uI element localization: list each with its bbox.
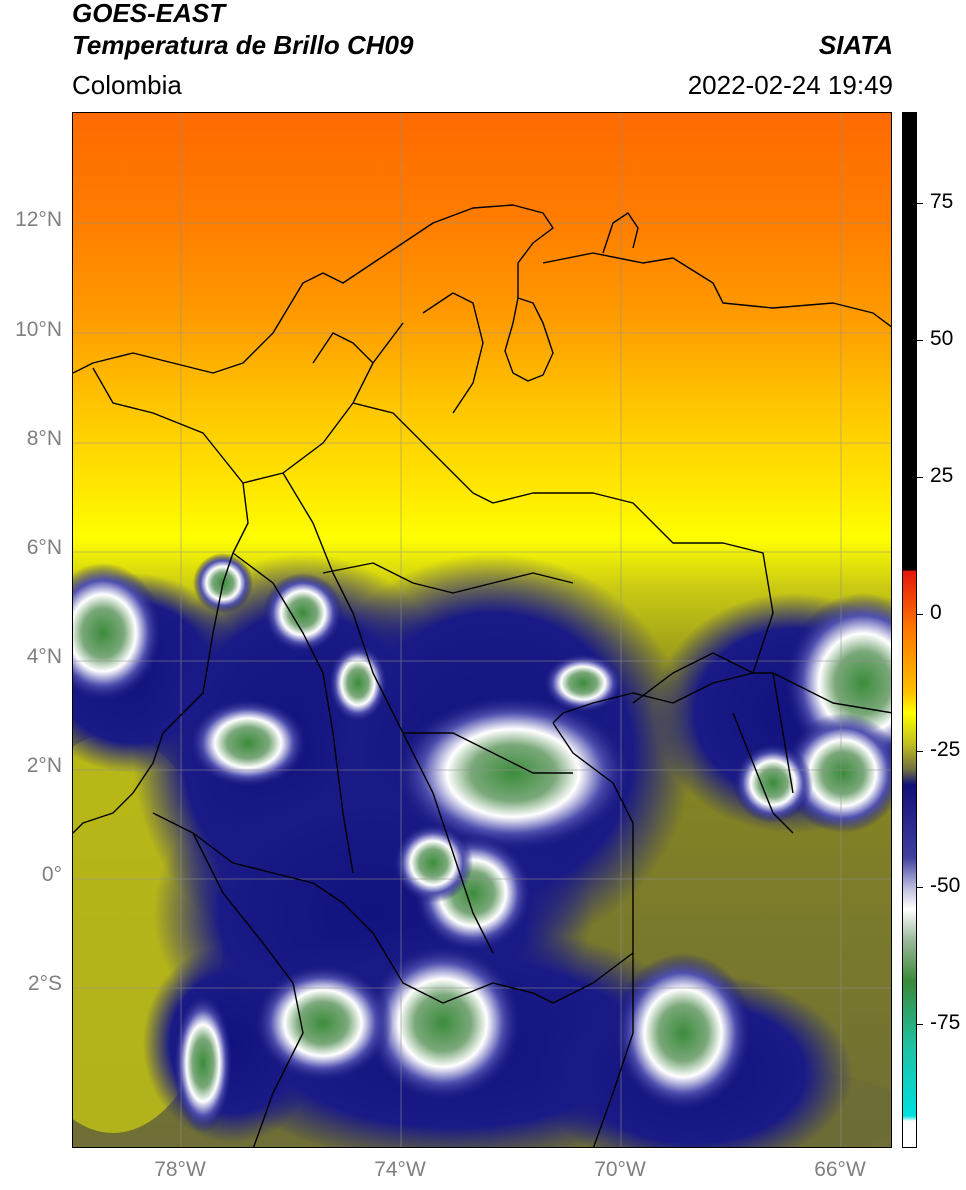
colorbar-label-50: 50	[930, 327, 954, 350]
colorbar-label-minus-75: -75	[930, 1011, 961, 1034]
colorbar-tick-mark	[917, 203, 923, 204]
lat-label-2n: 2°N	[26, 754, 62, 777]
lat-label-4n: 4°N	[26, 645, 62, 668]
product-title: Temperatura de Brillo CH09	[72, 30, 414, 60]
region-label: Colombia	[72, 70, 182, 100]
lon-label-78w: 78°W	[154, 1158, 206, 1181]
brightness-temperature-image	[73, 113, 891, 1147]
timestamp-label: 2022-02-24 19:49	[687, 70, 893, 100]
colorbar-label-25: 25	[930, 464, 954, 487]
temperature-colorbar	[902, 112, 917, 1148]
satellite-map[interactable]	[72, 112, 892, 1148]
colorbar-tick-mark	[917, 614, 923, 615]
lat-label-10n: 10°N	[15, 318, 62, 341]
lat-label-6n: 6°N	[26, 536, 62, 559]
colorbar-label-minus-50: -50	[930, 874, 961, 897]
colorbar-label-minus-25: -25	[930, 738, 961, 761]
satellite-title: GOES-EAST	[72, 0, 226, 28]
lat-label-2s: 2°S	[27, 972, 62, 995]
colorbar-tick-mark	[917, 887, 923, 888]
lat-label-12n: 12°N	[15, 208, 62, 231]
lat-label-8n: 8°N	[26, 427, 62, 450]
colorbar-label-0: 0	[930, 601, 942, 624]
colorbar-tick-mark	[917, 340, 923, 341]
lon-label-70w: 70°W	[594, 1158, 646, 1181]
colorbar-tick-mark	[917, 751, 923, 752]
lat-label-0: 0°	[41, 863, 62, 886]
brand-label: SIATA	[818, 30, 893, 60]
colorbar-tick-mark	[917, 477, 923, 478]
lon-label-74w: 74°W	[374, 1158, 426, 1181]
lon-label-66w: 66°W	[814, 1158, 866, 1181]
colorbar-tick-mark	[917, 1024, 923, 1025]
colorbar-label-75: 75	[930, 190, 954, 213]
